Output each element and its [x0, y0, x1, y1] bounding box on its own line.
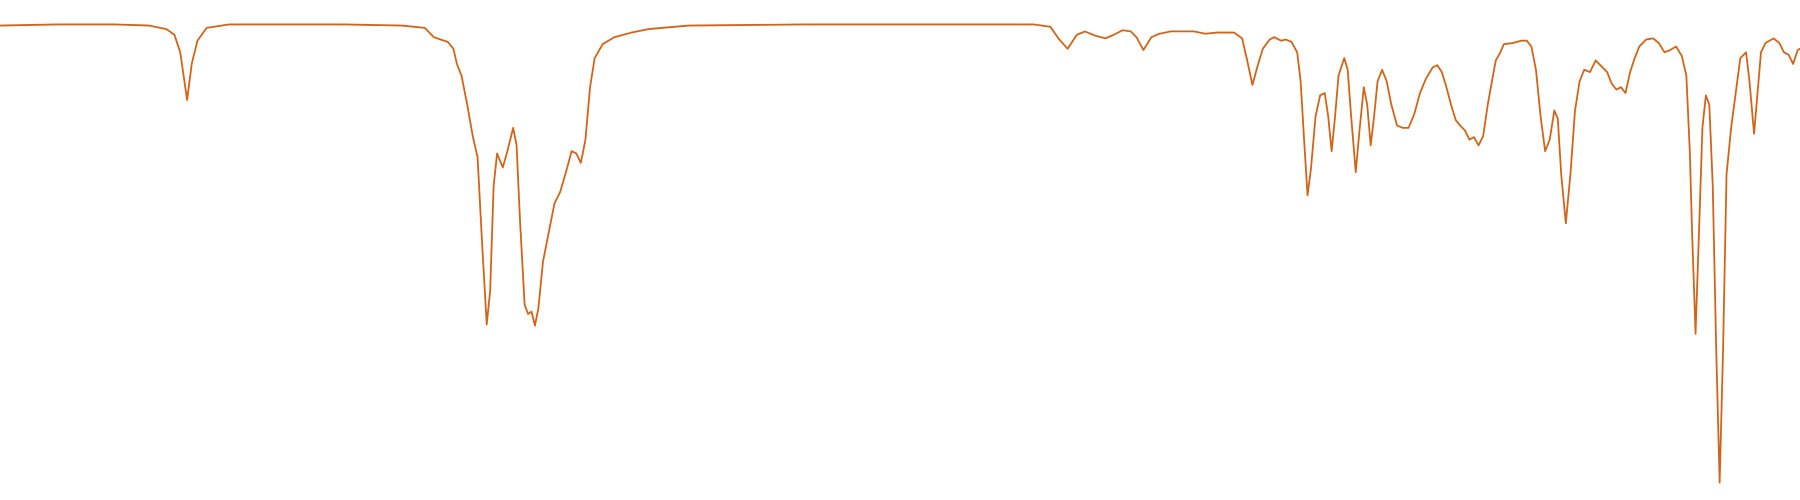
spectrum-line — [0, 23, 1800, 484]
